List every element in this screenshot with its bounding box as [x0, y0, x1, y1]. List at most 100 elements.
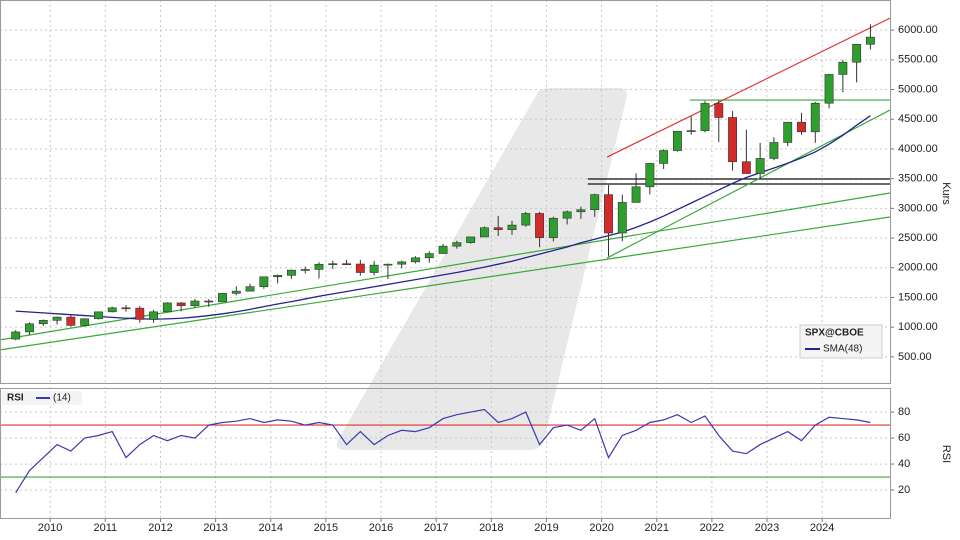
candle-body [66, 316, 76, 326]
candle-body [824, 74, 834, 104]
x-tick-label: 2016 [369, 522, 393, 534]
x-tick-label: 2012 [148, 522, 172, 534]
candle-body [411, 257, 420, 263]
legend: SPX@CBOE SMA(48) [799, 324, 883, 359]
candle-body [645, 163, 655, 188]
y-tick-label: 5500.00 [898, 54, 938, 66]
y-axis-title: RSI [940, 445, 952, 463]
candle-body [397, 261, 407, 265]
candle-body [659, 150, 669, 164]
candle-body [507, 224, 517, 230]
candle-body [521, 213, 531, 226]
x-tick-label: 2013 [203, 522, 227, 534]
candle-body [11, 331, 21, 340]
candle-body [204, 300, 214, 303]
candle-body [286, 269, 296, 276]
candle-body [245, 286, 255, 292]
candle-body [865, 36, 875, 45]
candle-body [25, 323, 34, 333]
candle-body [479, 227, 489, 238]
candle-body [810, 102, 820, 133]
candle-body [121, 307, 131, 310]
trend-line [0, 216, 890, 351]
plot-area [0, 387, 890, 518]
candle-body [218, 293, 227, 303]
candle-body [93, 311, 103, 320]
sma-line [15, 115, 871, 320]
legend-entry: SPX@CBOE [805, 328, 864, 339]
y-tick-label: 3000.00 [898, 202, 938, 214]
y-tick-label: 500.00 [898, 351, 932, 363]
y-tick-label: 2500.00 [898, 232, 938, 244]
y-tick-label: 4000.00 [898, 143, 938, 155]
candle-body [314, 263, 324, 270]
legend-box [799, 324, 883, 359]
candle-body [259, 276, 269, 287]
candle-body [231, 290, 241, 294]
candle-body [590, 194, 600, 211]
candle-body [300, 269, 310, 271]
candle-body [38, 320, 48, 325]
y-tick-label: 3500.00 [898, 173, 938, 185]
x-tick-label: 2022 [700, 522, 724, 534]
watermark-logo [336, 88, 627, 450]
x-tick-label: 2014 [259, 522, 283, 534]
candle-body [162, 302, 172, 313]
x-tick-label: 2015 [314, 522, 338, 534]
x-tick-label: 2017 [424, 522, 448, 534]
candle-body [424, 253, 434, 259]
candle-body [383, 263, 393, 266]
x-tick-label: 2011 [93, 522, 117, 534]
price-panel: 500.00 1000.00 1500.00 2000.00 2500.00 3000.0… [0, 1, 952, 383]
y-tick-label: 60 [898, 432, 910, 444]
candle-body [438, 245, 448, 254]
candle-body [769, 142, 779, 159]
y-tick-label: 6000.00 [898, 24, 938, 36]
y-tick-label: 1500.00 [898, 291, 938, 303]
y-tick-label: 80 [898, 406, 910, 418]
x-tick-label: 2019 [534, 522, 558, 534]
rsi-panel: 20 40 60 80 RSI RSI (14) 2010 2011 2012 2013 2014 20… [0, 387, 952, 534]
legend-entry: (14) [53, 393, 71, 404]
candle-body [273, 275, 283, 278]
y-tick-label: 5000.00 [898, 83, 938, 95]
candle-body [576, 209, 586, 213]
candle-body [783, 121, 793, 143]
candle-body [741, 161, 751, 174]
candle-body [714, 103, 724, 118]
candle-body [135, 307, 145, 320]
x-tick-label: 2018 [479, 522, 503, 534]
y-tick-label: 4500.00 [898, 113, 938, 125]
trend-line [606, 17, 890, 158]
rsi-line [15, 408, 871, 493]
candle-body [342, 263, 352, 266]
candle-body [686, 130, 696, 132]
candle-body [493, 227, 503, 230]
candle-body [604, 194, 613, 234]
rsi-frame [0, 388, 891, 519]
y-tick-label: 1000.00 [898, 321, 938, 333]
x-tick-label: 2024 [810, 522, 834, 534]
x-tick-label: 2010 [38, 522, 62, 534]
y-tick-label: 40 [898, 458, 910, 470]
candle-body [797, 121, 806, 133]
candle-body [617, 202, 627, 234]
candle-body [535, 213, 545, 238]
candle-body [149, 311, 159, 320]
price-frame [0, 0, 891, 384]
candle-body [755, 158, 765, 174]
x-tick-label: 2021 [645, 522, 669, 534]
candle-body [728, 117, 738, 163]
plot-area [0, 1, 890, 383]
trend-line [0, 192, 890, 341]
candle-body [328, 263, 338, 266]
candle-body [548, 217, 558, 238]
candle-body [672, 130, 682, 151]
candle-body [52, 316, 62, 321]
y-tick-label: 20 [898, 484, 910, 496]
candle-body [466, 236, 476, 243]
candle-body [369, 264, 379, 273]
candle-body [190, 300, 200, 306]
candle-body [452, 242, 462, 247]
